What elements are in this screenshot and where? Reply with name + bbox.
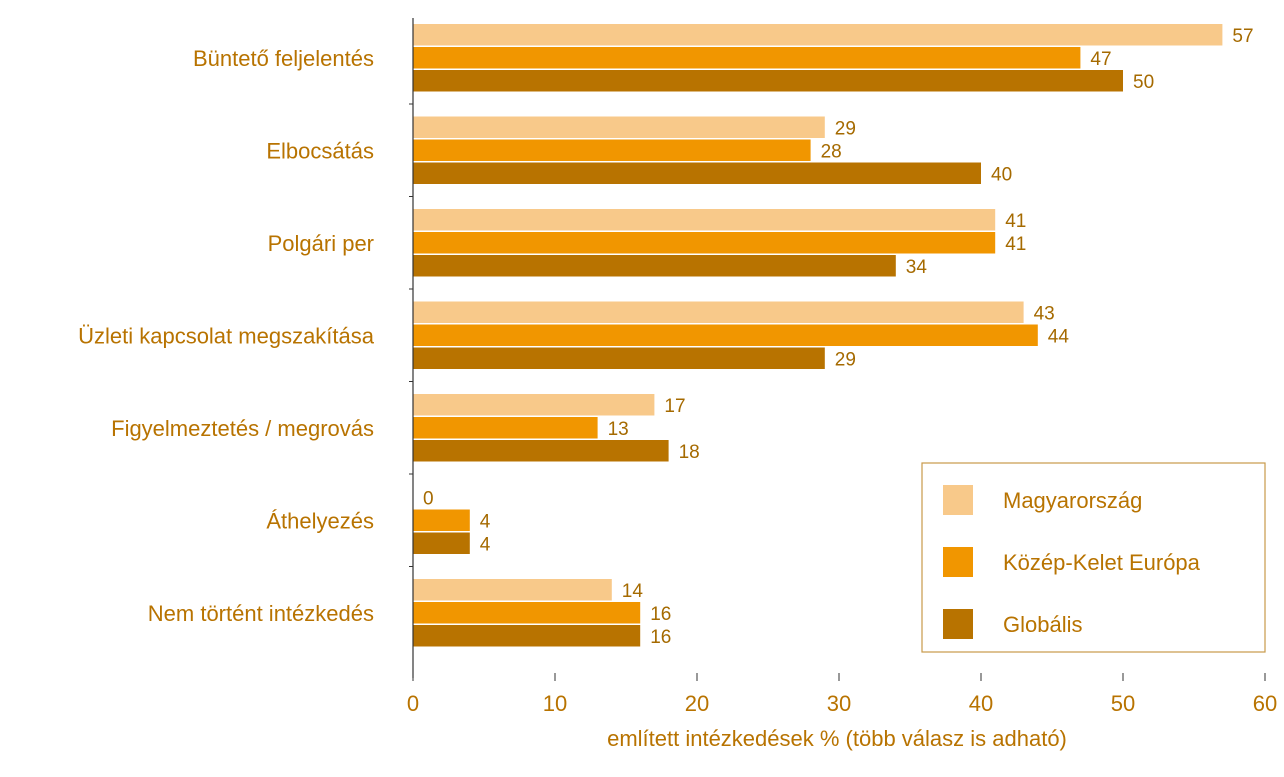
bar xyxy=(413,579,612,601)
legend-label: Globális xyxy=(1003,612,1082,637)
bar xyxy=(413,301,1024,323)
value-label: 43 xyxy=(1034,303,1055,324)
value-label: 47 xyxy=(1090,49,1111,70)
x-tick-label: 60 xyxy=(1253,691,1277,716)
bar xyxy=(413,509,470,531)
value-label: 16 xyxy=(650,627,671,648)
bars-layer xyxy=(413,24,1223,647)
category-label: Üzleti kapcsolat megszakítása xyxy=(78,323,375,348)
x-tick-label: 30 xyxy=(827,691,851,716)
bar xyxy=(413,324,1038,346)
bar xyxy=(413,24,1223,46)
x-tick-label: 50 xyxy=(1111,691,1135,716)
x-axis-title: említett intézkedések % (több válasz is … xyxy=(607,726,1067,751)
ticks-layer: 0 10 20 30 40 50 60 xyxy=(407,673,1277,716)
category-label: Figyelmeztetés / megrovás xyxy=(111,416,374,441)
bar xyxy=(413,602,641,624)
bar xyxy=(413,440,669,462)
value-label: 50 xyxy=(1133,72,1154,93)
value-label: 17 xyxy=(664,396,685,417)
axes-layer xyxy=(409,18,414,678)
bar xyxy=(413,347,825,369)
value-label: 44 xyxy=(1048,326,1070,347)
value-label: 4 xyxy=(480,511,491,532)
value-label: 28 xyxy=(821,141,842,162)
category-label: Polgári per xyxy=(268,231,374,256)
bar xyxy=(413,209,996,231)
value-label: 41 xyxy=(1005,211,1026,232)
value-label: 18 xyxy=(679,442,700,463)
bar xyxy=(413,394,655,416)
value-label: 14 xyxy=(622,581,644,602)
value-label: 29 xyxy=(835,118,856,139)
bar xyxy=(413,232,996,254)
value-label: 13 xyxy=(608,419,629,440)
legend-box xyxy=(921,462,1266,653)
category-label: Nem történt intézkedés xyxy=(148,601,374,626)
value-label: 29 xyxy=(835,349,856,370)
value-label: 0 xyxy=(423,488,434,509)
legend-swatch xyxy=(943,485,973,515)
bar xyxy=(413,139,811,161)
bar xyxy=(413,532,470,554)
bar xyxy=(413,255,896,277)
value-label: 34 xyxy=(906,257,928,278)
bar xyxy=(413,47,1081,69)
category-label: Elbocsátás xyxy=(266,138,374,163)
value-label: 16 xyxy=(650,604,671,625)
x-tick-label: 0 xyxy=(407,691,419,716)
bar xyxy=(413,162,981,184)
x-tick-label: 40 xyxy=(969,691,993,716)
value-label: 40 xyxy=(991,164,1012,185)
bar xyxy=(413,417,598,439)
legend: Magyarország Közép-Kelet Európa Globális xyxy=(921,462,1266,653)
bar xyxy=(413,625,641,647)
x-tick-label: 10 xyxy=(543,691,567,716)
value-label: 41 xyxy=(1005,234,1026,255)
bar xyxy=(413,70,1123,92)
legend-swatch xyxy=(943,609,973,639)
legend-label: Magyarország xyxy=(1003,488,1142,513)
x-tick-label: 20 xyxy=(685,691,709,716)
legend-label: Közép-Kelet Európa xyxy=(1003,550,1201,575)
category-label: Áthelyezés xyxy=(266,508,374,533)
legend-swatch xyxy=(943,547,973,577)
category-labels-layer: Büntető feljelentés Elbocsátás Polgári per… xyxy=(78,46,375,626)
category-label: Büntető feljelentés xyxy=(193,46,374,71)
bar xyxy=(413,116,825,138)
value-label: 4 xyxy=(480,534,491,555)
value-label: 57 xyxy=(1232,26,1253,47)
